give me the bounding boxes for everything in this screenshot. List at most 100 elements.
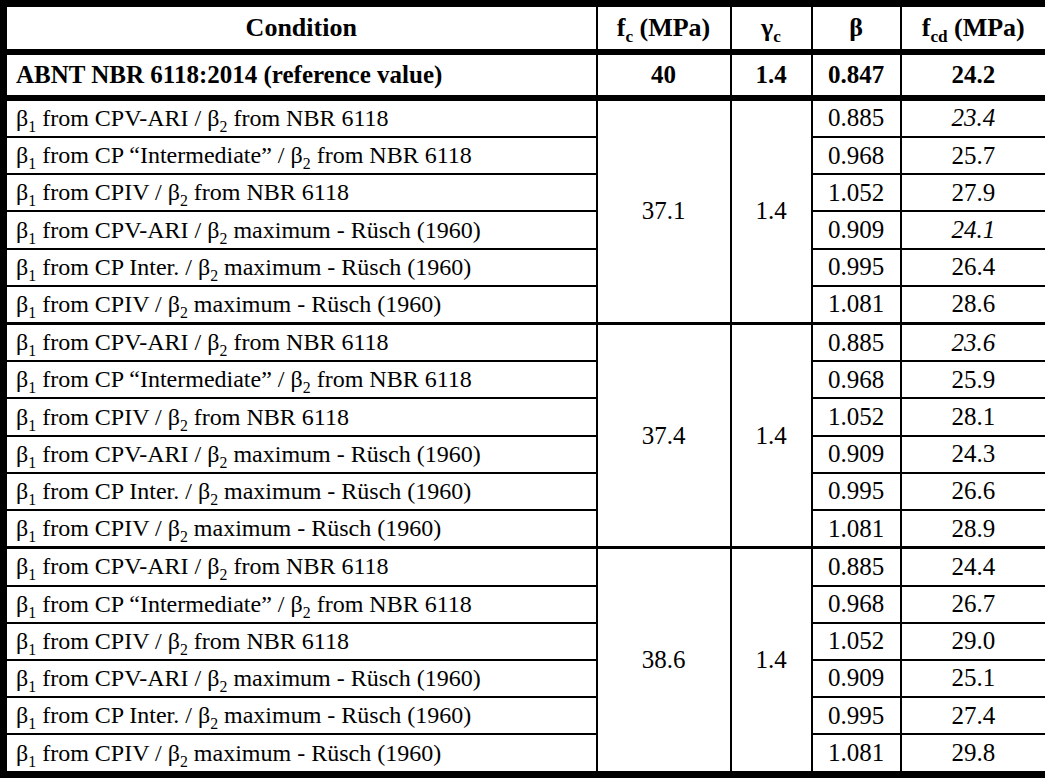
- fcd-cell: 29.0: [901, 623, 1045, 660]
- beta-cell: 0.909: [812, 211, 901, 248]
- fcd-cell: 27.9: [901, 174, 1045, 211]
- fc-cell: 37.1: [597, 98, 731, 324]
- reference-fcd-cell: 24.2: [901, 52, 1045, 98]
- group-2-row-4: β1 from CPV-ARI / β2 maximum - Rüsch (19…: [4, 436, 1045, 473]
- group-1-row-5: β1 from CP Inter. / β2 maximum - Rüsch (…: [4, 249, 1045, 286]
- condition-cell: β1 from CPV-ARI / β2 from NBR 6118: [4, 98, 597, 138]
- fc-cell: 37.4: [597, 324, 731, 548]
- subscript: 1: [28, 678, 36, 695]
- subscript: c: [625, 27, 633, 46]
- subscript: 2: [180, 416, 188, 433]
- subscript: cd: [930, 27, 947, 46]
- fc-cell: 38.6: [597, 548, 731, 775]
- subscript: 2: [219, 342, 227, 359]
- subscript: 2: [180, 192, 188, 209]
- beta-cell: 0.968: [812, 137, 901, 174]
- reference-fc-cell: 40: [597, 52, 731, 98]
- reference-beta-cell: 0.847: [812, 52, 901, 98]
- subscript: 2: [219, 229, 227, 246]
- beta-cell: 1.081: [812, 734, 901, 774]
- subscript: 1: [28, 266, 36, 283]
- beta-cell: 0.968: [812, 361, 901, 398]
- fcd-cell: 28.6: [901, 286, 1045, 324]
- group-3-row-1: β1 from CPV-ARI / β2 from NBR 611838.61.…: [4, 548, 1045, 586]
- condition-cell: β1 from CPIV / β2 from NBR 6118: [4, 398, 597, 435]
- beta-cell: 0.995: [812, 249, 901, 286]
- subscript: 1: [28, 752, 36, 769]
- fcd-cell: 25.1: [901, 660, 1045, 697]
- fcd-cell: 28.1: [901, 398, 1045, 435]
- fcd-cell: 29.8: [901, 734, 1045, 774]
- subscript: 2: [180, 641, 188, 658]
- beta-cell: 0.909: [812, 436, 901, 473]
- subscript: c: [773, 27, 781, 46]
- header-gamma-c: γc: [731, 4, 812, 52]
- beta-cell: 1.081: [812, 286, 901, 324]
- fcd-cell: 24.4: [901, 548, 1045, 586]
- fcd-cell: 23.4: [901, 98, 1045, 138]
- beta-cell: 0.885: [812, 98, 901, 138]
- group-1-row-4: β1 from CPV-ARI / β2 maximum - Rüsch (19…: [4, 211, 1045, 248]
- fcd-cell: 23.6: [901, 324, 1045, 362]
- condition-cell: β1 from CPIV / β2 from NBR 6118: [4, 623, 597, 660]
- header-fc: fc (MPa): [597, 4, 731, 52]
- reference-gamma-c-cell: 1.4: [731, 52, 812, 98]
- condition-cell: β1 from CP Inter. / β2 maximum - Rüsch (…: [4, 473, 597, 510]
- subscript: 2: [219, 454, 227, 471]
- subscript: 1: [28, 155, 36, 172]
- beta-cell: 1.052: [812, 398, 901, 435]
- subscript: 1: [28, 416, 36, 433]
- group-2-row-2: β1 from CP “Intermediate” / β2 from NBR …: [4, 361, 1045, 398]
- table-body: ABNT NBR 6118:2014 (reference value) 40 …: [4, 52, 1045, 775]
- condition-cell: β1 from CP Inter. / β2 maximum - Rüsch (…: [4, 697, 597, 734]
- condition-cell: β1 from CPV-ARI / β2 from NBR 6118: [4, 324, 597, 362]
- group-3-row-2: β1 from CP “Intermediate” / β2 from NBR …: [4, 586, 1045, 623]
- subscript: 2: [303, 603, 311, 620]
- condition-cell: β1 from CPV-ARI / β2 maximum - Rüsch (19…: [4, 211, 597, 248]
- subscript: 1: [28, 641, 36, 658]
- subscript: 1: [28, 192, 36, 209]
- fcd-cell: 26.6: [901, 473, 1045, 510]
- subscript: 1: [28, 229, 36, 246]
- subscript: 1: [28, 603, 36, 620]
- beta-cell: 1.081: [812, 510, 901, 548]
- beta-cell: 0.995: [812, 473, 901, 510]
- condition-cell: β1 from CPV-ARI / β2 maximum - Rüsch (19…: [4, 660, 597, 697]
- subscript: 2: [180, 304, 188, 321]
- beta-cell: 0.995: [812, 697, 901, 734]
- condition-cell: β1 from CPIV / β2 maximum - Rüsch (1960): [4, 286, 597, 324]
- beta-cell: 1.052: [812, 623, 901, 660]
- subscript: 1: [28, 342, 36, 359]
- group-1-row-3: β1 from CPIV / β2 from NBR 61181.05227.9: [4, 174, 1045, 211]
- group-2-row-6: β1 from CPIV / β2 maximum - Rüsch (1960)…: [4, 510, 1045, 548]
- fcd-cell: 28.9: [901, 510, 1045, 548]
- condition-cell: β1 from CPV-ARI / β2 from NBR 6118: [4, 548, 597, 586]
- subscript: 2: [210, 491, 218, 508]
- fcd-cell: 26.4: [901, 249, 1045, 286]
- fcd-cell: 24.1: [901, 211, 1045, 248]
- reference-condition-cell: ABNT NBR 6118:2014 (reference value): [4, 52, 597, 98]
- subscript: 1: [28, 715, 36, 732]
- subscript: 2: [219, 678, 227, 695]
- subscript: 1: [28, 118, 36, 135]
- condition-cell: β1 from CP “Intermediate” / β2 from NBR …: [4, 586, 597, 623]
- condition-cell: β1 from CP “Intermediate” / β2 from NBR …: [4, 361, 597, 398]
- group-2-row-3: β1 from CPIV / β2 from NBR 6118 1.05228.1: [4, 398, 1045, 435]
- group-1-row-6: β1 from CPIV / β2 maximum - Rüsch (1960)…: [4, 286, 1045, 324]
- subscript: 2: [210, 715, 218, 732]
- subscript: 2: [210, 266, 218, 283]
- condition-cell: β1 from CP “Intermediate” / β2 from NBR …: [4, 137, 597, 174]
- reference-row: ABNT NBR 6118:2014 (reference value) 40 …: [4, 52, 1045, 98]
- condition-cell: β1 from CPIV / β2 maximum - Rüsch (1960): [4, 734, 597, 774]
- results-table: Condition fc (MPa) γc β fcd (MPa) ABNT N…: [0, 0, 1045, 778]
- subscript: 1: [28, 454, 36, 471]
- gamma-c-cell: 1.4: [731, 548, 812, 775]
- subscript: 2: [219, 566, 227, 583]
- fcd-cell: 27.4: [901, 697, 1045, 734]
- beta-cell: 0.885: [812, 548, 901, 586]
- header-beta: β: [812, 4, 901, 52]
- gamma-c-cell: 1.4: [731, 324, 812, 548]
- subscript: 1: [28, 566, 36, 583]
- group-1-row-1: β1 from CPV-ARI / β2 from NBR 611837.11.…: [4, 98, 1045, 138]
- condition-cell: β1 from CPIV / β2 from NBR 6118: [4, 174, 597, 211]
